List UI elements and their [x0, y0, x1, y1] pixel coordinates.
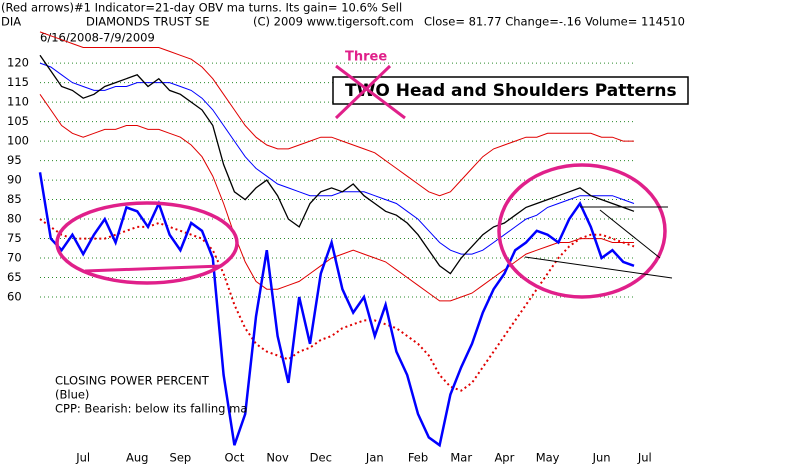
- x-tick-label: Jan: [365, 451, 384, 465]
- series-line: [39, 54, 635, 275]
- y-tick-label: 110: [7, 95, 29, 109]
- annotation: Three: [345, 50, 387, 65]
- x-tick-label: Mar: [450, 451, 472, 465]
- trend-line: [599, 209, 661, 259]
- copyright: (C) 2009 www.tigersoft.com: [253, 15, 414, 29]
- y-tick-label: 95: [7, 153, 22, 167]
- strike: [335, 64, 406, 120]
- quote: Close= 81.77 Change=-.16 Volume= 114510: [424, 15, 685, 29]
- y-tick-label: 80: [7, 212, 22, 226]
- y-tick-label: 60: [7, 290, 22, 304]
- date-range: 6/16/2008-7/9/2009: [40, 31, 155, 45]
- series-line: [39, 31, 634, 197]
- neckline: [84, 264, 223, 273]
- pattern-ellipse: [55, 201, 239, 285]
- y-tick-label: 120: [7, 56, 29, 70]
- annotation: (Blue): [55, 388, 89, 402]
- y-tick-label: 90: [7, 173, 22, 187]
- ticker: DIA: [1, 15, 21, 29]
- series-line: [38, 172, 635, 448]
- annotation: TWO Head and Shoulders Patterns: [345, 81, 677, 101]
- y-tick-label: 70: [7, 251, 22, 265]
- series-line: [39, 62, 635, 255]
- x-tick-label: Feb: [408, 451, 428, 465]
- plot: 60 65 70 75 80 85 90 95 100 105 110 115 120 Jul Aug Sep…: [7, 31, 652, 465]
- x-tick-label: May: [536, 451, 560, 465]
- header: (Red arrows)#1 Indicator=21-day OBV ma t…: [1, 1, 402, 15]
- x-tick-label: Aug: [126, 451, 148, 465]
- y-tick-label: 85: [7, 192, 22, 206]
- strike: [334, 64, 392, 120]
- annotation: CPP: Bearish: below its falling ma: [55, 402, 247, 416]
- pattern-ellipse: [497, 163, 667, 299]
- neckline: [524, 256, 673, 279]
- x-tick-label: Oct: [224, 451, 244, 465]
- y-tick-label: 65: [7, 270, 22, 284]
- y-tick-label: 75: [7, 231, 22, 245]
- y-tick-label: 105: [7, 114, 29, 128]
- y-tick-label: 100: [7, 134, 29, 148]
- x-tick-label: Jun: [592, 451, 611, 465]
- y-tick-label: 115: [7, 75, 29, 89]
- x-tick-label: Jul: [75, 451, 90, 465]
- x-tick-label: Sep: [170, 451, 192, 465]
- x-tick-label: Apr: [494, 451, 514, 465]
- annotation-box: [332, 76, 689, 105]
- chart-title: DIAMONDS TRUST SE: [86, 15, 209, 29]
- annotation: CLOSING POWER PERCENT: [55, 374, 210, 388]
- series-line: [39, 218, 635, 392]
- x-tick-label: Nov: [266, 451, 289, 465]
- x-tick-label: Dec: [310, 451, 332, 465]
- x-tick-label: Jul: [637, 451, 652, 465]
- series-line: [39, 94, 634, 302]
